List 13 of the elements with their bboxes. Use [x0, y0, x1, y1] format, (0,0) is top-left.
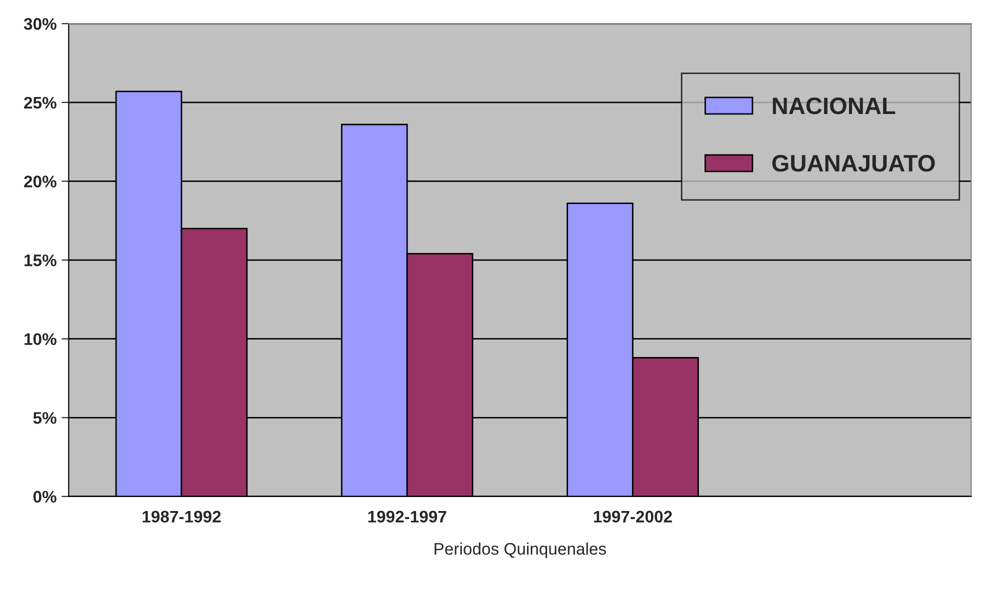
y-tick-label: 0% [33, 490, 56, 503]
x-tick-label: 1997-2002 [594, 510, 672, 523]
y-tick-label: 10% [24, 333, 56, 346]
x-tick-label: 1992-1997 [368, 510, 446, 523]
y-tick-label: 25% [24, 96, 56, 109]
y-tick-label: 20% [24, 176, 56, 188]
x-axis-title: Periodos Quinquenales [434, 542, 606, 558]
y-tick-label: 15% [24, 254, 56, 266]
y-tick-label: 5% [33, 412, 56, 424]
legend-label: NACIONAL [772, 98, 896, 114]
y-tick-label: 30% [24, 18, 56, 30]
legend-label: GUANAJUATO [772, 154, 935, 172]
x-tick-label: 1987-1992 [142, 510, 221, 523]
